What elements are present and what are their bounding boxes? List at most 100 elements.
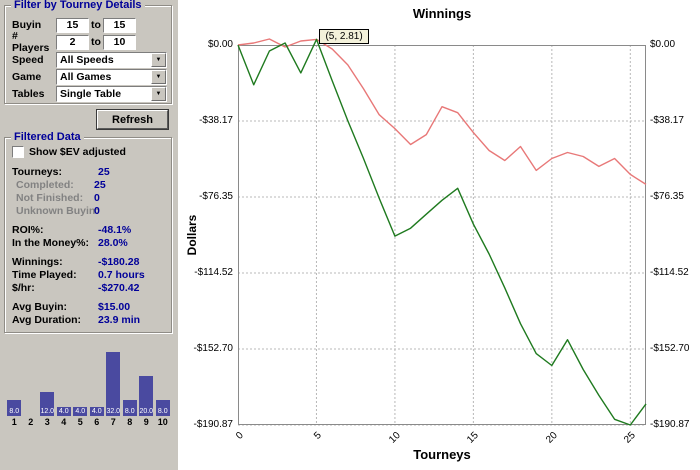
chevron-down-icon[interactable]: ▼ xyxy=(151,53,166,67)
filtered-data-groupbox: Filtered Data Show $EV adjusted Tourneys… xyxy=(4,131,172,333)
histogram-x-label: 7 xyxy=(110,417,116,427)
stat-row: In the Money%: 28.0% xyxy=(12,237,169,250)
ytick-left-label: -$76.35 xyxy=(199,191,233,202)
tables-label: Tables xyxy=(12,88,45,100)
histogram-value: 8.0 xyxy=(7,407,22,416)
buyin-from-input[interactable] xyxy=(56,17,89,33)
histogram-x-label: 2 xyxy=(28,417,34,427)
histogram-column: 8.0 1 xyxy=(6,342,23,428)
stat-value: 28.0% xyxy=(98,237,128,249)
y-axis-title: Dollars xyxy=(185,214,199,256)
histogram-value: 4.0 xyxy=(89,407,104,416)
histogram-bar xyxy=(106,352,121,407)
filter-groupbox: Filter by Tourney Details Buyin to # Pla… xyxy=(4,0,172,104)
stat-row: Unknown Buyin: 0 xyxy=(12,205,169,218)
ytick-right-label: -$190.87 xyxy=(650,419,690,430)
speed-row: Speed All Speeds ▼ xyxy=(12,52,167,68)
stat-label: Avg Duration: xyxy=(12,314,82,326)
sidebar: Filter by Tourney Details Buyin to # Pla… xyxy=(0,0,178,470)
buyin-to-input[interactable] xyxy=(103,17,136,33)
histogram-bar xyxy=(122,400,137,407)
stat-value: -$180.28 xyxy=(98,256,140,268)
stat-label: Tourneys: xyxy=(12,166,62,178)
players-to-input[interactable] xyxy=(103,34,136,50)
histogram-column: 20.0 9 xyxy=(138,342,155,428)
histogram-value: 20.0 xyxy=(139,407,154,416)
stat-label: Completed: xyxy=(16,179,74,191)
players-row: # Players to xyxy=(12,30,167,54)
stat-value: $15.00 xyxy=(98,301,131,313)
filtered-data-title: Filtered Data xyxy=(11,131,84,143)
ytick-left-label: -$152.70 xyxy=(193,343,233,354)
game-select[interactable]: All Games ▼ xyxy=(56,69,167,85)
stat-row: Tourneys: 25 xyxy=(12,166,169,179)
stat-value: 25 xyxy=(98,166,110,178)
buyin-to-label: to xyxy=(91,19,101,31)
stat-label: Not Finished: xyxy=(16,192,84,204)
histogram-value: 4.0 xyxy=(56,407,71,416)
histogram-bar xyxy=(155,400,170,407)
histogram-x-label: 4 xyxy=(61,417,67,427)
buyin-label: Buyin xyxy=(12,19,42,31)
histogram-value: 32.0 xyxy=(106,407,121,416)
buyin-row: Buyin to xyxy=(12,17,167,33)
histogram-x-label: 1 xyxy=(11,417,17,427)
game-select-value: All Games xyxy=(60,71,112,83)
ytick-right-label: $0.00 xyxy=(650,39,676,50)
ytick-right-label: -$76.35 xyxy=(650,191,684,202)
stat-label: Avg Buyin: xyxy=(12,301,68,313)
histogram-column: 32.0 7 xyxy=(105,342,122,428)
histogram-column: 12.0 3 xyxy=(39,342,56,428)
histogram-x-label: 6 xyxy=(94,417,100,427)
tables-row: Tables Single Table ▼ xyxy=(12,86,167,102)
histogram-column: 8.0 8 xyxy=(122,342,139,428)
stat-label: In the Money%: xyxy=(12,237,90,249)
histogram-value: 8.0 xyxy=(155,407,170,416)
stat-value: 0 xyxy=(94,205,100,217)
stat-label: Unknown Buyin: xyxy=(16,205,99,217)
speed-select-value: All Speeds xyxy=(60,54,114,66)
show-ev-checkbox[interactable] xyxy=(12,146,24,158)
players-to-label: to xyxy=(91,36,101,48)
filtered-stats: Tourneys: 25 Completed: 25 Not Finished: 0 Unk… xyxy=(12,166,169,327)
game-label: Game xyxy=(12,71,42,83)
chart-tooltip: (5, 2.81) xyxy=(319,29,369,45)
stat-label: Time Played: xyxy=(12,269,77,281)
stat-row: Not Finished: 0 xyxy=(12,192,169,205)
stat-row: ROI%: -48.1% xyxy=(12,224,169,237)
chevron-down-icon[interactable]: ▼ xyxy=(151,70,166,84)
stat-value: -48.1% xyxy=(98,224,132,236)
filter-groupbox-title: Filter by Tourney Details xyxy=(11,0,145,11)
histogram-column: 2 xyxy=(23,342,40,428)
chevron-down-icon[interactable]: ▼ xyxy=(151,87,166,101)
players-from-input[interactable] xyxy=(56,34,89,50)
stat-row: Time Played: 0.7 hours xyxy=(12,269,169,282)
speed-label: Speed xyxy=(12,54,44,66)
stat-row: Avg Buyin: $15.00 xyxy=(12,301,169,314)
winnings-plot[interactable] xyxy=(237,38,647,426)
histogram-bar xyxy=(139,376,154,407)
chart-title: Winnings xyxy=(412,6,472,21)
histogram-column: 8.0 10 xyxy=(155,342,172,428)
histogram-column: 4.0 5 xyxy=(72,342,89,428)
stat-row: Winnings: -$180.28 xyxy=(12,256,169,269)
plot-border xyxy=(238,45,646,425)
tables-select[interactable]: Single Table ▼ xyxy=(56,86,167,102)
refresh-button[interactable]: Refresh xyxy=(97,110,168,129)
red-line xyxy=(237,38,647,185)
ytick-right-label: -$152.70 xyxy=(650,343,690,354)
players-label: # Players xyxy=(12,30,50,54)
speed-select[interactable]: All Speeds ▼ xyxy=(56,52,167,68)
stat-value: 0.7 hours xyxy=(98,269,145,281)
ytick-right-label: -$38.17 xyxy=(650,114,684,126)
histogram-value xyxy=(24,407,38,416)
ytick-left-label: -$114.52 xyxy=(194,266,233,278)
x-axis-title: Tourneys xyxy=(413,447,471,462)
stat-label: ROI%: xyxy=(12,224,44,236)
ytick-left-label: -$38.17 xyxy=(199,114,233,126)
green-line xyxy=(237,38,647,426)
stat-row: Completed: 25 xyxy=(12,179,169,192)
tables-select-value: Single Table xyxy=(60,88,122,100)
histogram-value: 8.0 xyxy=(122,407,137,416)
stat-value: 23.9 min xyxy=(98,314,141,326)
